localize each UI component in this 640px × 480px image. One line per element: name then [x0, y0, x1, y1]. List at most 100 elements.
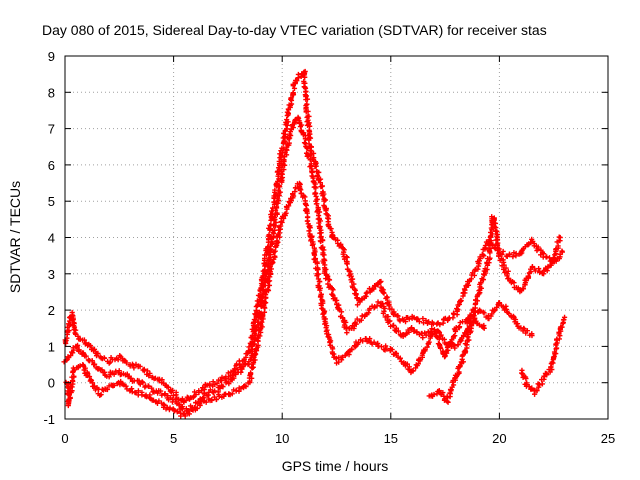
- data-point: [104, 386, 111, 393]
- grid-layer: [65, 56, 608, 419]
- data-point: [290, 124, 296, 131]
- data-point: [313, 185, 319, 191]
- data-point: [214, 380, 220, 386]
- data-point: [535, 246, 541, 252]
- series-trace-late: [519, 314, 568, 397]
- data-point: [313, 163, 319, 169]
- data-point: [305, 108, 311, 115]
- data-point: [444, 398, 450, 404]
- data-point: [261, 299, 268, 305]
- data-point: [271, 215, 278, 221]
- data-point: [437, 322, 443, 328]
- data-point: [193, 391, 199, 398]
- data-point: [318, 184, 324, 190]
- data-point: [272, 207, 279, 213]
- data-point: [83, 353, 89, 359]
- data-point: [91, 361, 98, 367]
- data-point: [186, 411, 192, 417]
- data-point: [256, 309, 262, 315]
- data-point: [488, 245, 494, 251]
- data-point: [403, 330, 409, 337]
- data-point: [131, 365, 137, 371]
- y-tick-label: 6: [48, 158, 55, 173]
- data-point: [280, 161, 286, 167]
- data-point: [182, 413, 188, 419]
- data-point: [279, 171, 285, 177]
- data-point: [531, 240, 537, 247]
- data-point: [171, 407, 177, 413]
- data-point: [277, 230, 283, 236]
- data-point: [99, 367, 105, 373]
- data-point: [320, 251, 326, 258]
- data-point: [318, 234, 324, 240]
- data-point: [313, 193, 319, 200]
- data-point: [70, 350, 76, 356]
- y-axis-label: SDTVAR / TECUs: [7, 181, 23, 293]
- data-point: [145, 383, 151, 389]
- data-point: [209, 397, 215, 403]
- data-point: [559, 249, 565, 255]
- data-point: [466, 337, 472, 343]
- data-point: [437, 345, 444, 351]
- data-point: [510, 254, 516, 260]
- data-point: [248, 371, 254, 377]
- data-point: [237, 361, 243, 367]
- data-point: [168, 389, 174, 395]
- data-point: [436, 388, 442, 394]
- data-point: [355, 339, 362, 346]
- data-point: [74, 342, 81, 348]
- data-point: [475, 260, 482, 266]
- data-point: [333, 355, 339, 361]
- series-trace-middle: [61, 114, 563, 417]
- data-point: [252, 311, 258, 317]
- data-point: [302, 68, 308, 75]
- y-tick-label: 2: [48, 303, 55, 318]
- data-point: [259, 324, 265, 330]
- data-point: [198, 399, 204, 405]
- data-point: [82, 365, 88, 371]
- data-point: [239, 366, 245, 372]
- data-point: [325, 273, 331, 279]
- data-point: [371, 286, 377, 292]
- y-tick-label: 5: [48, 194, 55, 209]
- x-tick-label: 10: [275, 431, 289, 446]
- data-point: [336, 359, 342, 365]
- data-point: [152, 375, 159, 381]
- data-point: [307, 156, 314, 162]
- data-point: [159, 392, 165, 398]
- data-point: [402, 319, 409, 325]
- series-trace-upper: [62, 68, 565, 405]
- data-point: [503, 265, 509, 271]
- data-point: [560, 317, 567, 323]
- data-point: [321, 308, 328, 314]
- data-point: [115, 357, 121, 363]
- data-point: [557, 234, 563, 241]
- data-point: [291, 85, 298, 92]
- data-point: [276, 183, 283, 189]
- data-point: [262, 305, 268, 311]
- data-point: [290, 90, 296, 96]
- data-point: [238, 386, 244, 392]
- data-point: [489, 311, 495, 317]
- data-point: [534, 387, 540, 394]
- data-point: [292, 117, 298, 123]
- data-point: [274, 239, 280, 245]
- data-point: [315, 266, 321, 273]
- data-point: [273, 204, 280, 210]
- data-point: [539, 381, 545, 387]
- data-point: [86, 373, 93, 380]
- data-point: [68, 352, 74, 359]
- data-point: [477, 308, 484, 314]
- data-point: [544, 372, 550, 378]
- data-point: [440, 390, 446, 396]
- data-point: [408, 325, 415, 331]
- data-point: [390, 322, 397, 328]
- data-point: [372, 283, 378, 289]
- data-point: [541, 373, 547, 379]
- data-point: [363, 290, 369, 296]
- y-tick-label: 9: [48, 49, 55, 64]
- data-point: [330, 287, 336, 293]
- data-point: [537, 268, 543, 275]
- data-point: [269, 259, 275, 265]
